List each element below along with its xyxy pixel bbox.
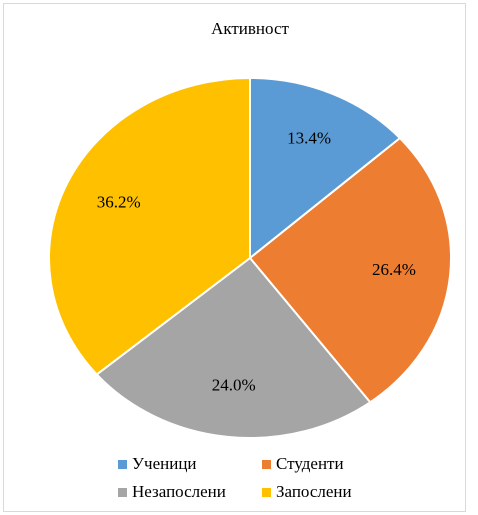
pie-slice xyxy=(48,76,251,376)
legend-swatch xyxy=(118,460,127,469)
legend-label: Студенти xyxy=(276,454,344,473)
data-label: 26.4% xyxy=(372,260,416,279)
legend-swatch xyxy=(262,460,271,469)
pie-slice xyxy=(95,256,372,439)
pie-slice xyxy=(249,76,402,261)
legend-swatch xyxy=(262,488,271,497)
legend-swatch xyxy=(118,488,127,497)
legend-label: Незапослени xyxy=(132,482,226,501)
chart-title: Активност xyxy=(211,19,289,38)
data-label: 24.0% xyxy=(212,376,256,395)
data-label: 13.4% xyxy=(287,129,331,148)
legend-label: Запослени xyxy=(276,482,352,501)
data-label: 36.2% xyxy=(97,192,141,211)
legend-label: Ученици xyxy=(132,454,197,473)
pie-slice xyxy=(248,136,452,404)
